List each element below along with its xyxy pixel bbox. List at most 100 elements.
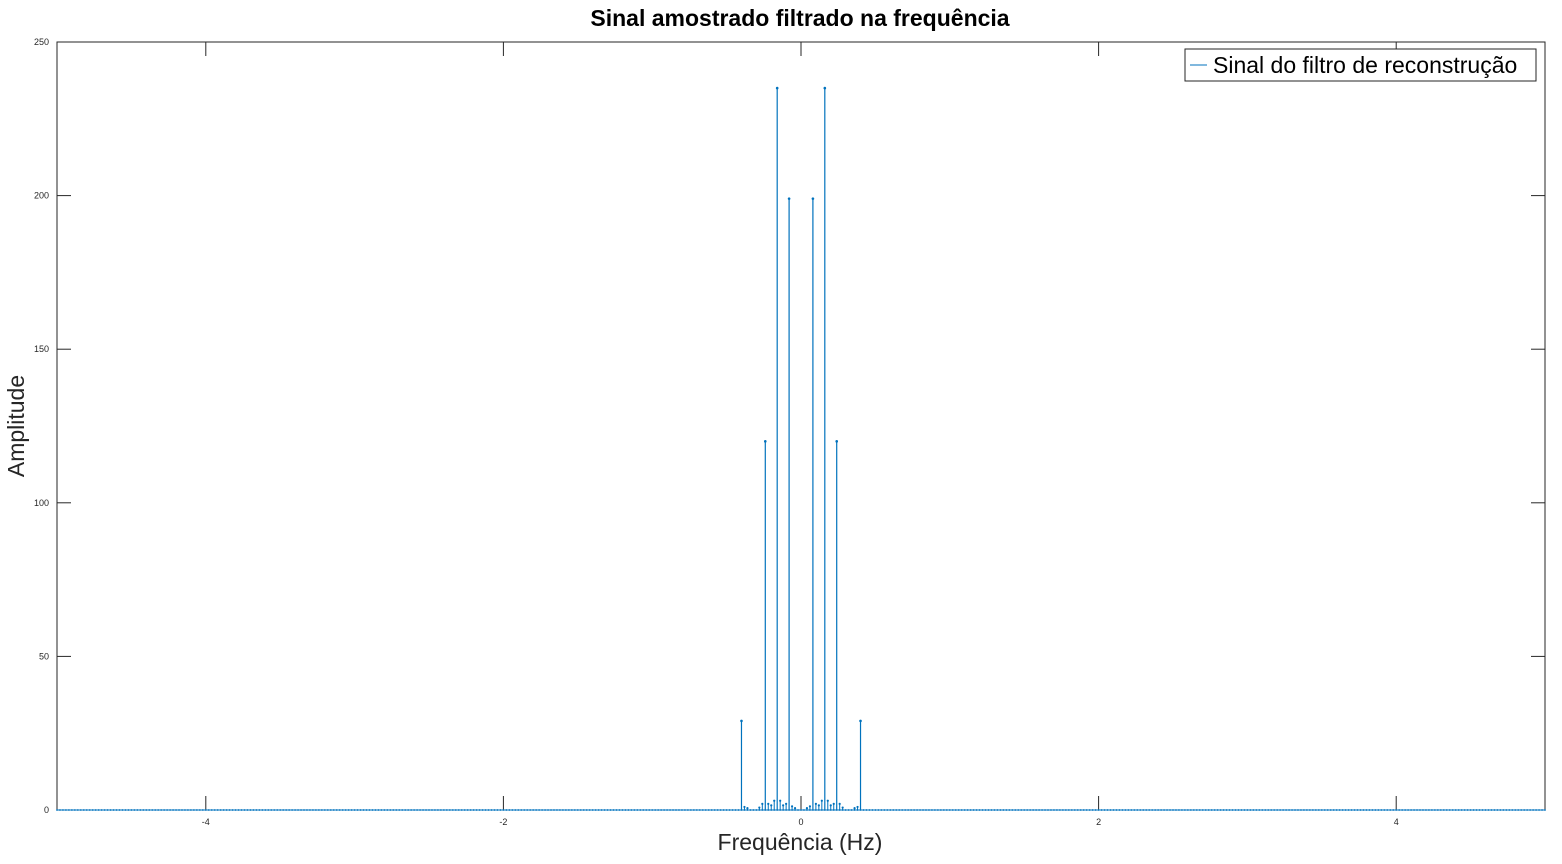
stem-zero-marker: [713, 809, 716, 811]
stem-zero-marker: [326, 809, 329, 811]
stem-zero-marker: [175, 809, 177, 811]
stem-zero-marker: [222, 809, 225, 811]
stem-marker-small: [782, 804, 785, 807]
stem-zero-marker: [773, 809, 776, 811]
stem-zero-marker: [1425, 809, 1427, 811]
y-tick-label: 0: [44, 805, 49, 815]
stem-zero-marker: [437, 809, 439, 811]
stem-marker-small: [814, 802, 817, 805]
stem-zero-marker: [1478, 809, 1481, 811]
stem-zero-marker: [1115, 809, 1118, 811]
stem-zero-marker: [945, 809, 948, 811]
stem-zero-marker: [1380, 809, 1383, 811]
stem-zero-marker: [957, 809, 960, 811]
stem-marker-small: [820, 799, 823, 802]
stem-zero-marker: [1118, 809, 1121, 811]
stem-zero-marker: [1154, 809, 1157, 811]
stem-zero-marker: [335, 809, 338, 811]
stem-zero-marker: [579, 809, 582, 811]
stem-zero-marker: [1374, 809, 1377, 811]
stem-marker: [859, 719, 862, 723]
stem-zero-marker: [1511, 809, 1514, 811]
stem-zero-marker: [692, 809, 695, 811]
stem-marker-small: [785, 802, 788, 805]
stem-zero-marker: [1130, 809, 1133, 811]
stem-zero-marker: [451, 809, 454, 811]
stem-zero-marker: [606, 809, 609, 811]
stem-zero-marker: [1311, 809, 1314, 811]
stem-zero-marker: [1514, 809, 1517, 811]
stem-zero-marker: [457, 809, 460, 811]
stem-zero-marker: [755, 809, 758, 811]
stem-zero-marker: [648, 809, 651, 811]
stem-zero-marker: [178, 809, 180, 811]
stem-zero-marker: [1487, 809, 1490, 811]
stem-zero-marker: [856, 809, 859, 811]
stem-zero-marker: [481, 809, 484, 811]
stem-zero-marker: [76, 809, 79, 811]
stem-zero-marker: [743, 809, 746, 811]
stem-zero-marker: [139, 809, 142, 811]
stem-marker: [740, 719, 743, 723]
stem-zero-marker: [812, 809, 814, 811]
stem-zero-marker: [1181, 809, 1183, 811]
stem-zero-marker: [975, 809, 978, 811]
stem-zero-marker: [1347, 809, 1350, 811]
stem-zero-marker: [603, 809, 606, 811]
stem-zero-marker: [1059, 809, 1061, 811]
stem-zero-marker: [719, 809, 722, 811]
stem-zero-marker: [1365, 809, 1368, 811]
stem-zero-marker: [1112, 809, 1115, 811]
stem-zero-marker: [1073, 809, 1076, 811]
stem-zero-marker: [65, 809, 67, 811]
stem-zero-marker: [383, 809, 386, 811]
stem-zero-marker: [1255, 809, 1258, 811]
stem-zero-marker: [895, 809, 898, 811]
stem-zero-marker: [505, 809, 508, 811]
chart-title: Sinal amostrado filtrado na frequência: [590, 5, 1009, 31]
stem-zero-marker: [273, 809, 276, 811]
stem-zero-marker: [1157, 809, 1160, 811]
stem-zero-marker: [338, 809, 341, 811]
stem-zero-marker: [707, 809, 710, 811]
stem-zero-marker: [654, 809, 657, 811]
stem-zero-marker: [681, 809, 683, 811]
stem-zero-marker: [725, 809, 728, 811]
x-tick-label: 0: [798, 817, 803, 827]
stem-zero-marker: [1216, 809, 1219, 811]
stem-marker-small: [743, 805, 746, 809]
stem-zero-marker: [1535, 809, 1537, 811]
stem-zero-marker: [1124, 809, 1127, 811]
stem-zero-marker: [1207, 809, 1210, 811]
stem-zero-marker: [166, 809, 169, 811]
stem-zero-marker: [987, 809, 990, 811]
stem-zero-marker: [1029, 809, 1032, 811]
y-tick-label: 150: [34, 344, 49, 354]
stem-zero-marker: [428, 809, 430, 811]
stem-zero-marker: [1020, 809, 1023, 811]
stem-zero-marker: [862, 809, 865, 811]
stem-zero-marker: [698, 809, 701, 811]
stem-zero-marker: [627, 809, 630, 811]
stem-zero-marker: [526, 809, 529, 811]
stem-zero-marker: [764, 809, 767, 811]
stem-zero-marker: [1439, 809, 1442, 811]
stem-zero-marker: [1082, 809, 1085, 811]
stem-zero-marker: [341, 809, 344, 811]
peak-stems-layer: [740, 86, 862, 810]
stem-zero-marker: [1035, 809, 1038, 811]
stem-zero-marker: [1353, 809, 1356, 811]
stem-zero-marker: [466, 809, 469, 811]
stem-zero-marker: [1017, 809, 1020, 811]
stem-zero-marker: [1314, 809, 1317, 811]
stem-zero-marker: [323, 809, 326, 811]
stem-zero-marker: [440, 809, 442, 811]
stem-zero-marker: [359, 809, 362, 811]
stem-zero-marker: [1026, 809, 1029, 811]
stem-zero-marker: [85, 809, 88, 811]
stem-zero-marker: [576, 809, 579, 811]
stem-zero-marker: [758, 809, 761, 811]
stem-zero-marker: [1481, 809, 1484, 811]
stem-zero-marker: [309, 809, 311, 811]
stem-zero-marker: [508, 809, 511, 811]
